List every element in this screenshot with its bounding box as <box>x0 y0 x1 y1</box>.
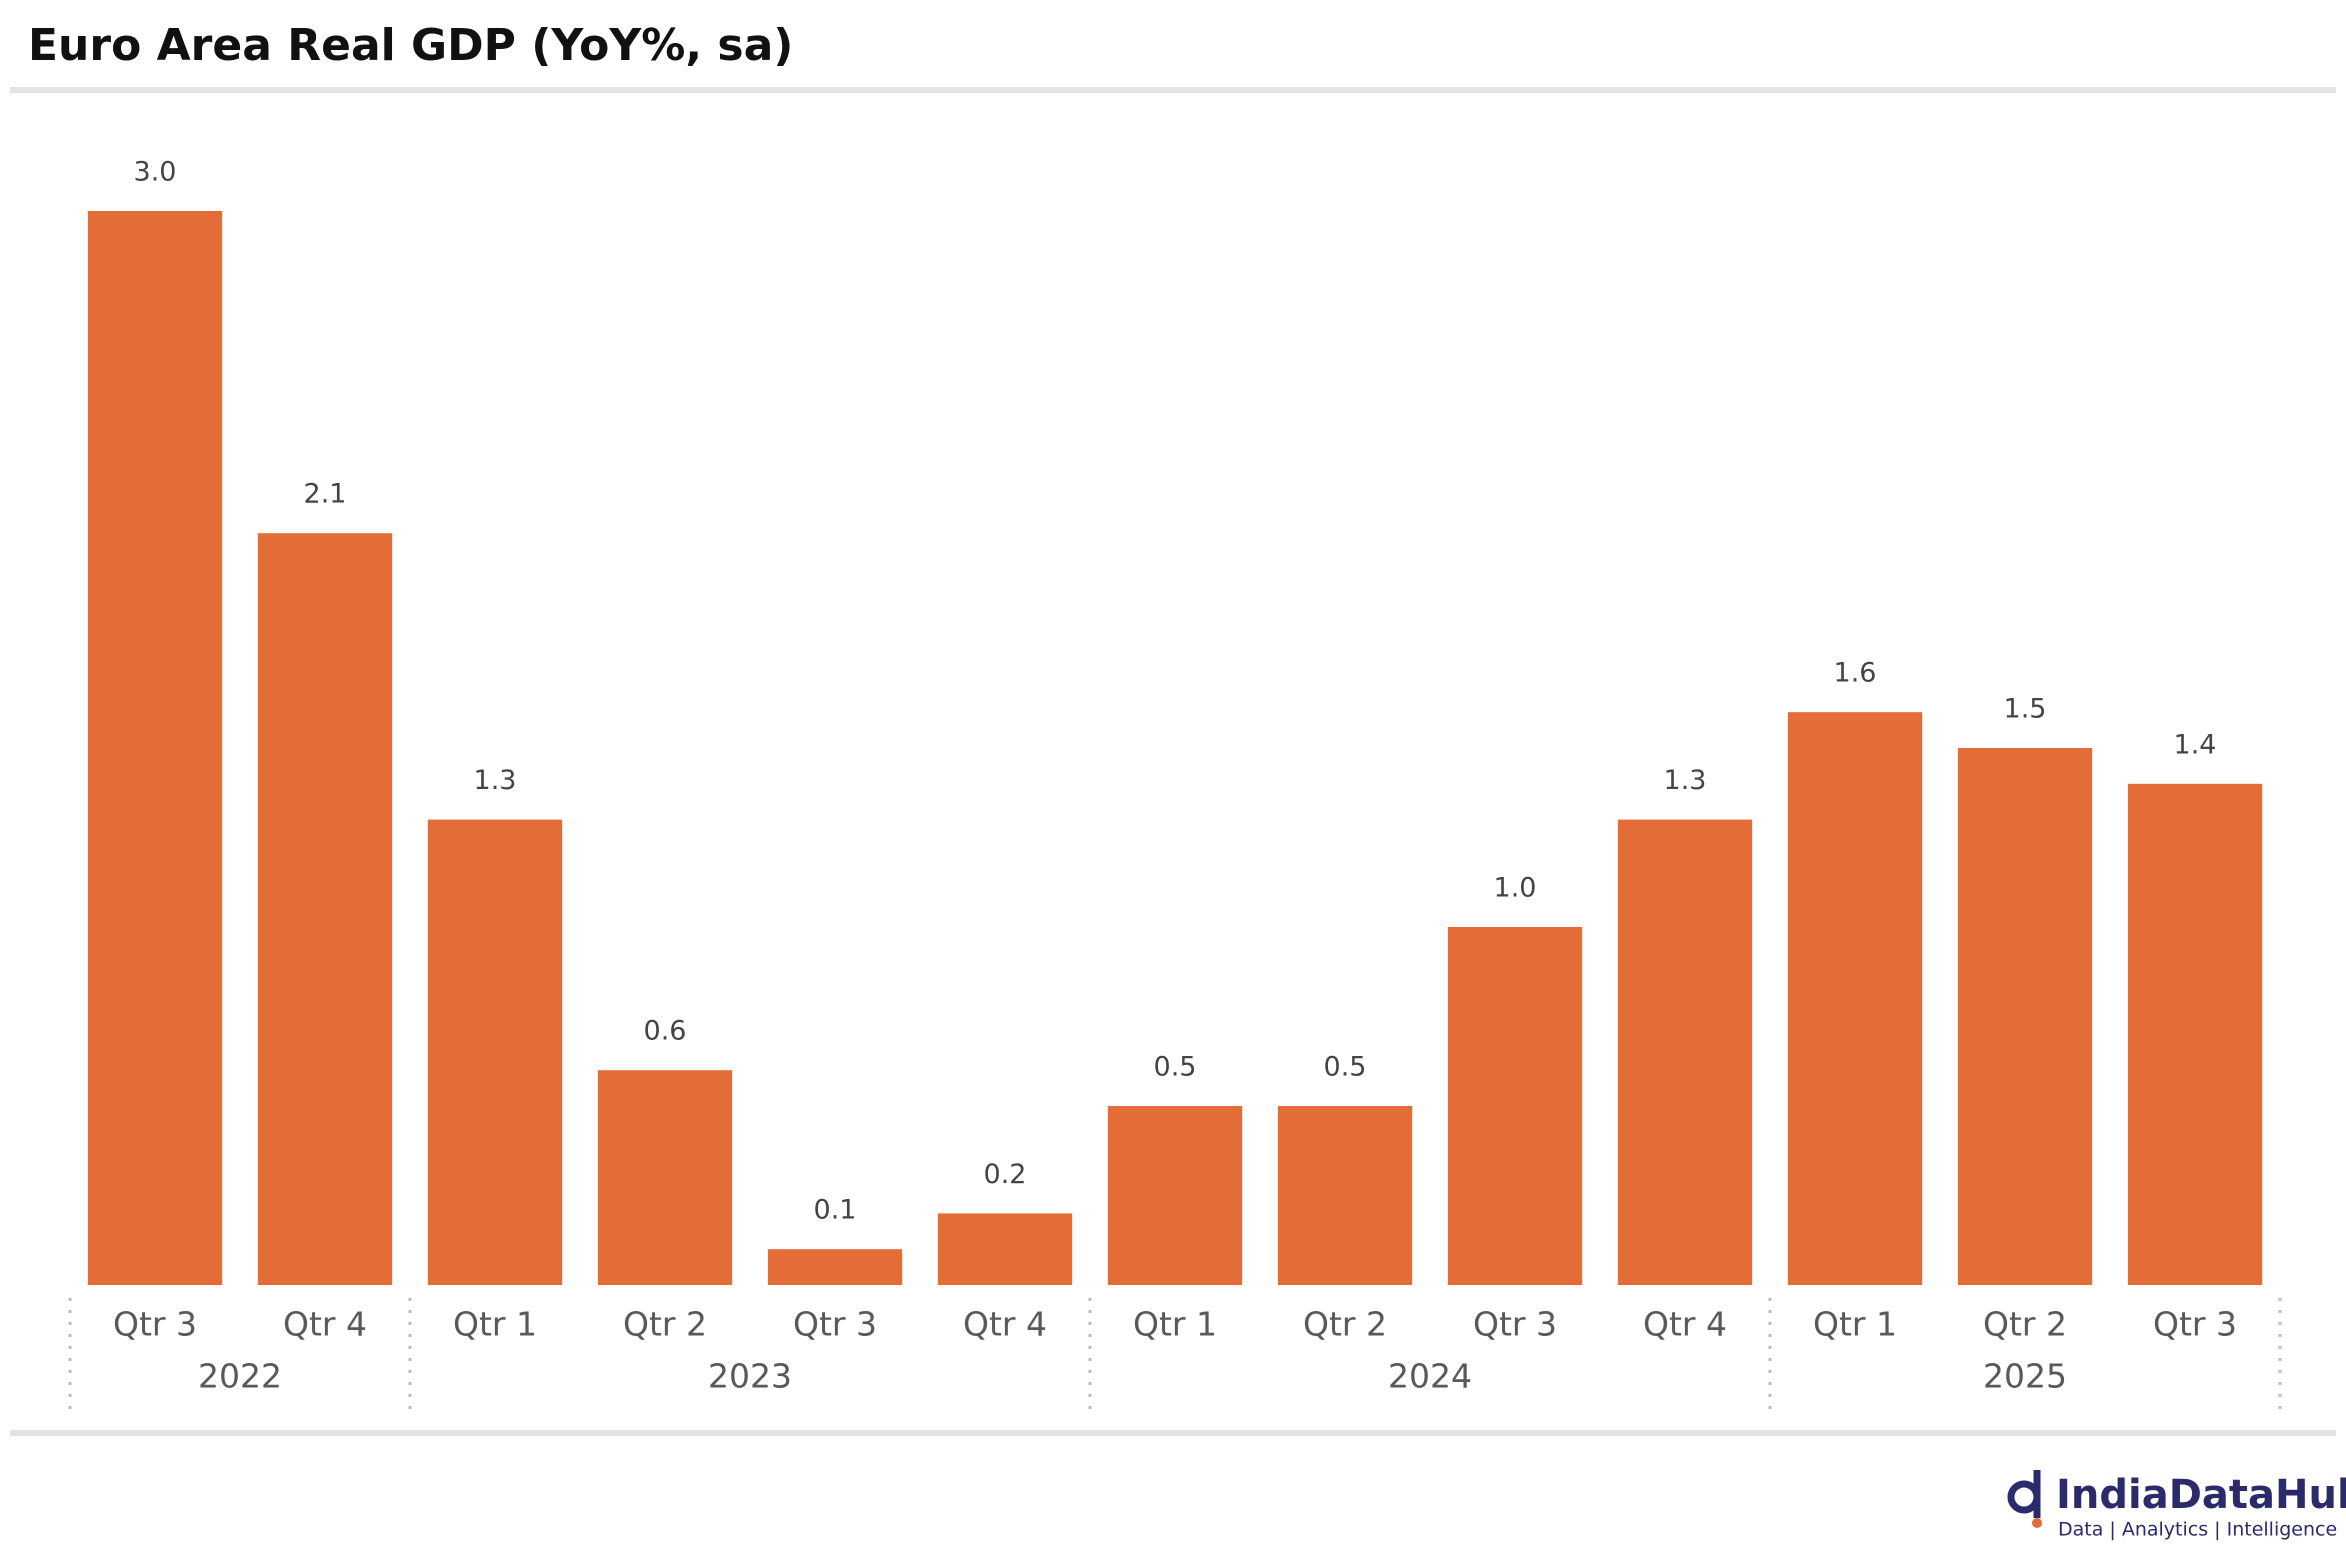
bar <box>1617 819 1753 1285</box>
bar <box>1447 927 1583 1285</box>
x-tick-label: Qtr 2 <box>623 1305 707 1344</box>
value-label: 1.3 <box>474 765 517 796</box>
x-tick-label: Qtr 3 <box>2153 1305 2237 1344</box>
x-tick-label: Qtr 2 <box>1303 1305 1387 1344</box>
x-tick-label: Qtr 3 <box>113 1305 197 1344</box>
bar <box>1957 748 2093 1285</box>
bar <box>767 1249 903 1285</box>
value-label: 0.1 <box>814 1195 857 1226</box>
value-label: 1.5 <box>2004 694 2047 725</box>
group-label: 2022 <box>198 1357 282 1396</box>
bar <box>87 211 223 1285</box>
group-label: 2024 <box>1388 1357 1472 1396</box>
x-tick-label: Qtr 4 <box>1643 1305 1727 1344</box>
group-label: 2025 <box>1983 1357 2067 1396</box>
value-label: 3.0 <box>134 157 177 188</box>
value-label: 2.1 <box>304 479 347 510</box>
bar <box>427 819 563 1285</box>
bar <box>937 1213 1073 1285</box>
value-label: 1.6 <box>1834 658 1877 689</box>
bar <box>1787 712 1923 1285</box>
group-label: 2023 <box>708 1357 792 1396</box>
bar <box>597 1070 733 1285</box>
value-label: 1.3 <box>1664 765 1707 796</box>
x-tick-label: Qtr 1 <box>1133 1305 1217 1344</box>
x-tick-label: Qtr 4 <box>963 1305 1047 1344</box>
chart-title: Euro Area Real GDP (YoY%, sa) <box>28 20 793 71</box>
x-tick-label: Qtr 3 <box>1473 1305 1557 1344</box>
x-tick-label: Qtr 2 <box>1983 1305 2067 1344</box>
value-label: 0.5 <box>1154 1052 1197 1083</box>
bar <box>2127 783 2263 1285</box>
x-tick-label: Qtr 3 <box>793 1305 877 1344</box>
x-tick-label: Qtr 1 <box>453 1305 537 1344</box>
x-tick-label: Qtr 4 <box>283 1305 367 1344</box>
value-label: 1.4 <box>2174 729 2217 760</box>
logo-icon <box>2007 1470 2042 1528</box>
bar <box>1277 1106 1413 1285</box>
bar <box>257 533 393 1285</box>
brand: IndiaDataHub <box>2056 1472 2346 1518</box>
x-tick-label: Qtr 1 <box>1813 1305 1897 1344</box>
bar <box>1107 1106 1243 1285</box>
value-label: 0.6 <box>644 1016 687 1047</box>
value-label: 1.0 <box>1494 873 1537 904</box>
tagline: Data | Analytics | Intelligence <box>2058 1519 2337 1541</box>
value-label: 0.5 <box>1324 1052 1367 1083</box>
value-label: 0.2 <box>984 1159 1027 1190</box>
